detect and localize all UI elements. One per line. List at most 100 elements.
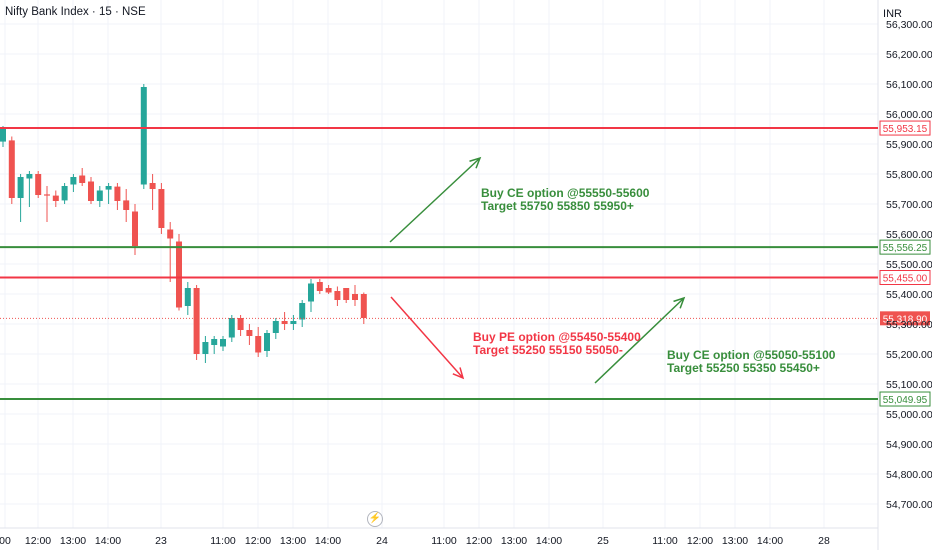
candles-layer: [0, 84, 367, 363]
candle-body: [290, 321, 297, 324]
candle-body: [123, 200, 130, 210]
arrows-layer: [389, 156, 686, 384]
candle-body: [255, 336, 262, 353]
candle-body: [158, 189, 165, 228]
candle-body: [88, 181, 94, 201]
levels-layer: 55,953.15 55,556.25 55,455.00 55,049.95 55,3…: [0, 120, 931, 407]
annotation-buy-ce-1-line2: Target 55750 55850 55950+: [481, 199, 634, 213]
candle-body: [202, 342, 209, 354]
level-price-tag: [879, 270, 931, 285]
annotation-buy-ce-2-line1: Buy CE option @55050-55100: [667, 348, 836, 362]
time-tick-label: 00: [0, 535, 11, 547]
price-tick-label: 56,000.00: [886, 109, 932, 121]
time-tick-label: 13:00: [501, 535, 527, 547]
level-price-label: 55,556.25: [883, 243, 928, 254]
price-tick-label: 55,100.00: [886, 379, 932, 391]
candle-body: [17, 177, 24, 198]
time-tick-label: 11:00: [652, 535, 678, 547]
level-price-tag: [879, 239, 931, 255]
last-price-label: 55,318.90: [883, 314, 928, 325]
price-tick-label: 56,200.00: [886, 49, 932, 61]
price-tick-label: 55,400.00: [886, 289, 932, 301]
candle-body: [105, 186, 112, 190]
lightning-icon[interactable]: ⚡: [367, 511, 383, 527]
annotation-buy-pe-line1: Buy PE option @55450-55400: [473, 330, 641, 344]
candle-body: [114, 186, 121, 201]
candle-body: [211, 339, 218, 345]
level-price-tag: [879, 120, 931, 136]
arrow-down: [390, 296, 464, 379]
candle-body: [352, 294, 358, 300]
candle-body: [264, 333, 270, 351]
candle-body: [246, 330, 253, 336]
price-axis[interactable]: 54,700.00 54,800.00 54,900.00 55,000.00 55,1…: [886, 19, 932, 511]
candle-body: [35, 174, 42, 195]
price-tick-label: 55,200.00: [886, 349, 932, 361]
price-tick-label: 55,900.00: [886, 139, 932, 151]
symbol-title[interactable]: Nifty Bank Index · 15 · NSE: [5, 6, 146, 18]
candle-body: [52, 195, 59, 201]
time-tick-label: 12:00: [25, 535, 51, 547]
price-tick-label: 54,800.00: [886, 469, 932, 481]
candle-body: [176, 241, 182, 308]
annotation-buy-ce-2: Buy CE option @55050-55100 Target 55250 …: [667, 349, 835, 375]
level-price-label: 55,953.15: [883, 124, 928, 135]
grid-lines: [0, 0, 878, 528]
time-tick-label: 11:00: [210, 535, 236, 547]
candle-body: [184, 288, 191, 306]
time-tick-label: 14:00: [95, 535, 121, 547]
time-axis[interactable]: 00 12:00 13:00 14:00 23 11:00 12:00 13:00 14:00 2…: [0, 535, 830, 547]
time-tick-label: 14:00: [757, 535, 783, 547]
price-tick-label: 54,700.00: [886, 499, 932, 511]
annotation-buy-pe-line2: Target 55250 55150 55050-: [473, 343, 623, 357]
time-tick-label: 13:00: [280, 535, 306, 547]
candle-body: [61, 186, 68, 201]
time-tick-label: 13:00: [722, 535, 748, 547]
level-price-tag: [879, 391, 931, 407]
time-tick-label: 11:00: [431, 535, 457, 547]
candle-body: [316, 282, 323, 291]
time-tick-label: 28: [818, 535, 830, 547]
price-tick-label: 55,300.00: [886, 319, 932, 331]
arrow-up-2-head: [673, 296, 686, 309]
time-tick-label: 25: [597, 535, 609, 547]
candle-body: [149, 183, 156, 189]
candle-body: [193, 288, 200, 354]
time-tick-label: 14:00: [315, 535, 341, 547]
time-tick-label: 13:00: [60, 535, 86, 547]
candle-body: [8, 140, 15, 198]
arrow-up-2: [594, 297, 685, 384]
candle-body: [167, 229, 174, 239]
candle-body: [299, 303, 306, 320]
annotation-buy-pe: Buy PE option @55450-55400 Target 55250 …: [473, 331, 641, 357]
candle-body: [325, 288, 332, 293]
time-tick-label: 12:00: [466, 535, 492, 547]
price-tick-label: 55,800.00: [886, 169, 932, 181]
arrow-up-1: [389, 157, 481, 243]
annotation-buy-ce-1-line1: Buy CE option @55550-55600: [481, 186, 650, 200]
level-price-label: 55,455.00: [883, 274, 928, 285]
candle-body: [96, 190, 103, 201]
candle-body: [132, 211, 138, 246]
annotation-buy-ce-2-line2: Target 55250 55350 55450+: [667, 361, 820, 375]
candle-body: [0, 129, 6, 142]
currency-label[interactable]: INR: [883, 8, 902, 20]
last-price-tag: [880, 311, 930, 326]
arrow-down-head: [452, 367, 465, 380]
time-tick-label: 23: [155, 535, 167, 547]
candle-body: [308, 283, 314, 302]
candle-body: [26, 174, 33, 179]
time-tick-label: 24: [376, 535, 388, 547]
candle-body: [360, 294, 367, 318]
annotation-buy-ce-1: Buy CE option @55550-55600 Target 55750 …: [481, 187, 649, 213]
candle-body: [334, 291, 341, 300]
price-tick-label: 55,600.00: [886, 229, 932, 241]
candle-body: [237, 318, 244, 330]
candle-body: [281, 321, 288, 324]
level-price-label: 55,049.95: [883, 395, 928, 406]
price-tick-label: 55,700.00: [886, 199, 932, 211]
candle-body: [140, 87, 147, 185]
price-tick-label: 56,300.00: [886, 19, 932, 31]
price-tick-label: 54,900.00: [886, 439, 932, 451]
